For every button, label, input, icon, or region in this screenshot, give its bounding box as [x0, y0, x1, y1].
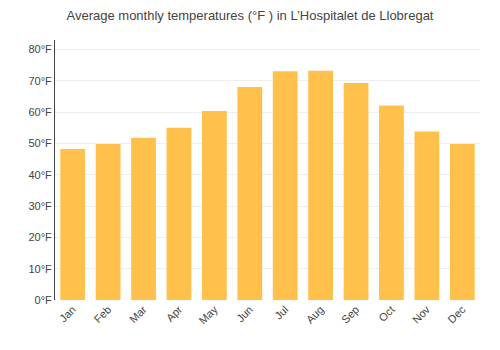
svg-text:Jul: Jul [272, 303, 290, 321]
svg-text:80°F: 80°F [28, 43, 52, 55]
svg-text:10°F: 10°F [28, 263, 52, 275]
svg-text:Nov: Nov [410, 303, 433, 326]
svg-text:Sep: Sep [339, 303, 361, 325]
svg-text:May: May [197, 303, 221, 327]
svg-text:70°F: 70°F [28, 75, 52, 87]
svg-text:Dec: Dec [445, 303, 468, 326]
svg-text:Mar: Mar [127, 303, 149, 325]
svg-text:30°F: 30°F [28, 200, 52, 212]
svg-text:Feb: Feb [92, 303, 114, 325]
svg-text:Aug: Aug [304, 303, 326, 325]
svg-text:60°F: 60°F [28, 106, 52, 118]
svg-text:40°F: 40°F [28, 169, 52, 181]
svg-text:Jan: Jan [57, 303, 78, 324]
svg-text:0°F: 0°F [35, 294, 53, 306]
svg-text:Jun: Jun [234, 303, 255, 324]
svg-text:20°F: 20°F [28, 231, 52, 243]
svg-text:Average monthly temperatures (: Average monthly temperatures (°F ) in L’… [67, 8, 434, 23]
svg-text:Oct: Oct [376, 303, 397, 324]
svg-text:Apr: Apr [164, 303, 185, 324]
svg-text:50°F: 50°F [28, 137, 52, 149]
